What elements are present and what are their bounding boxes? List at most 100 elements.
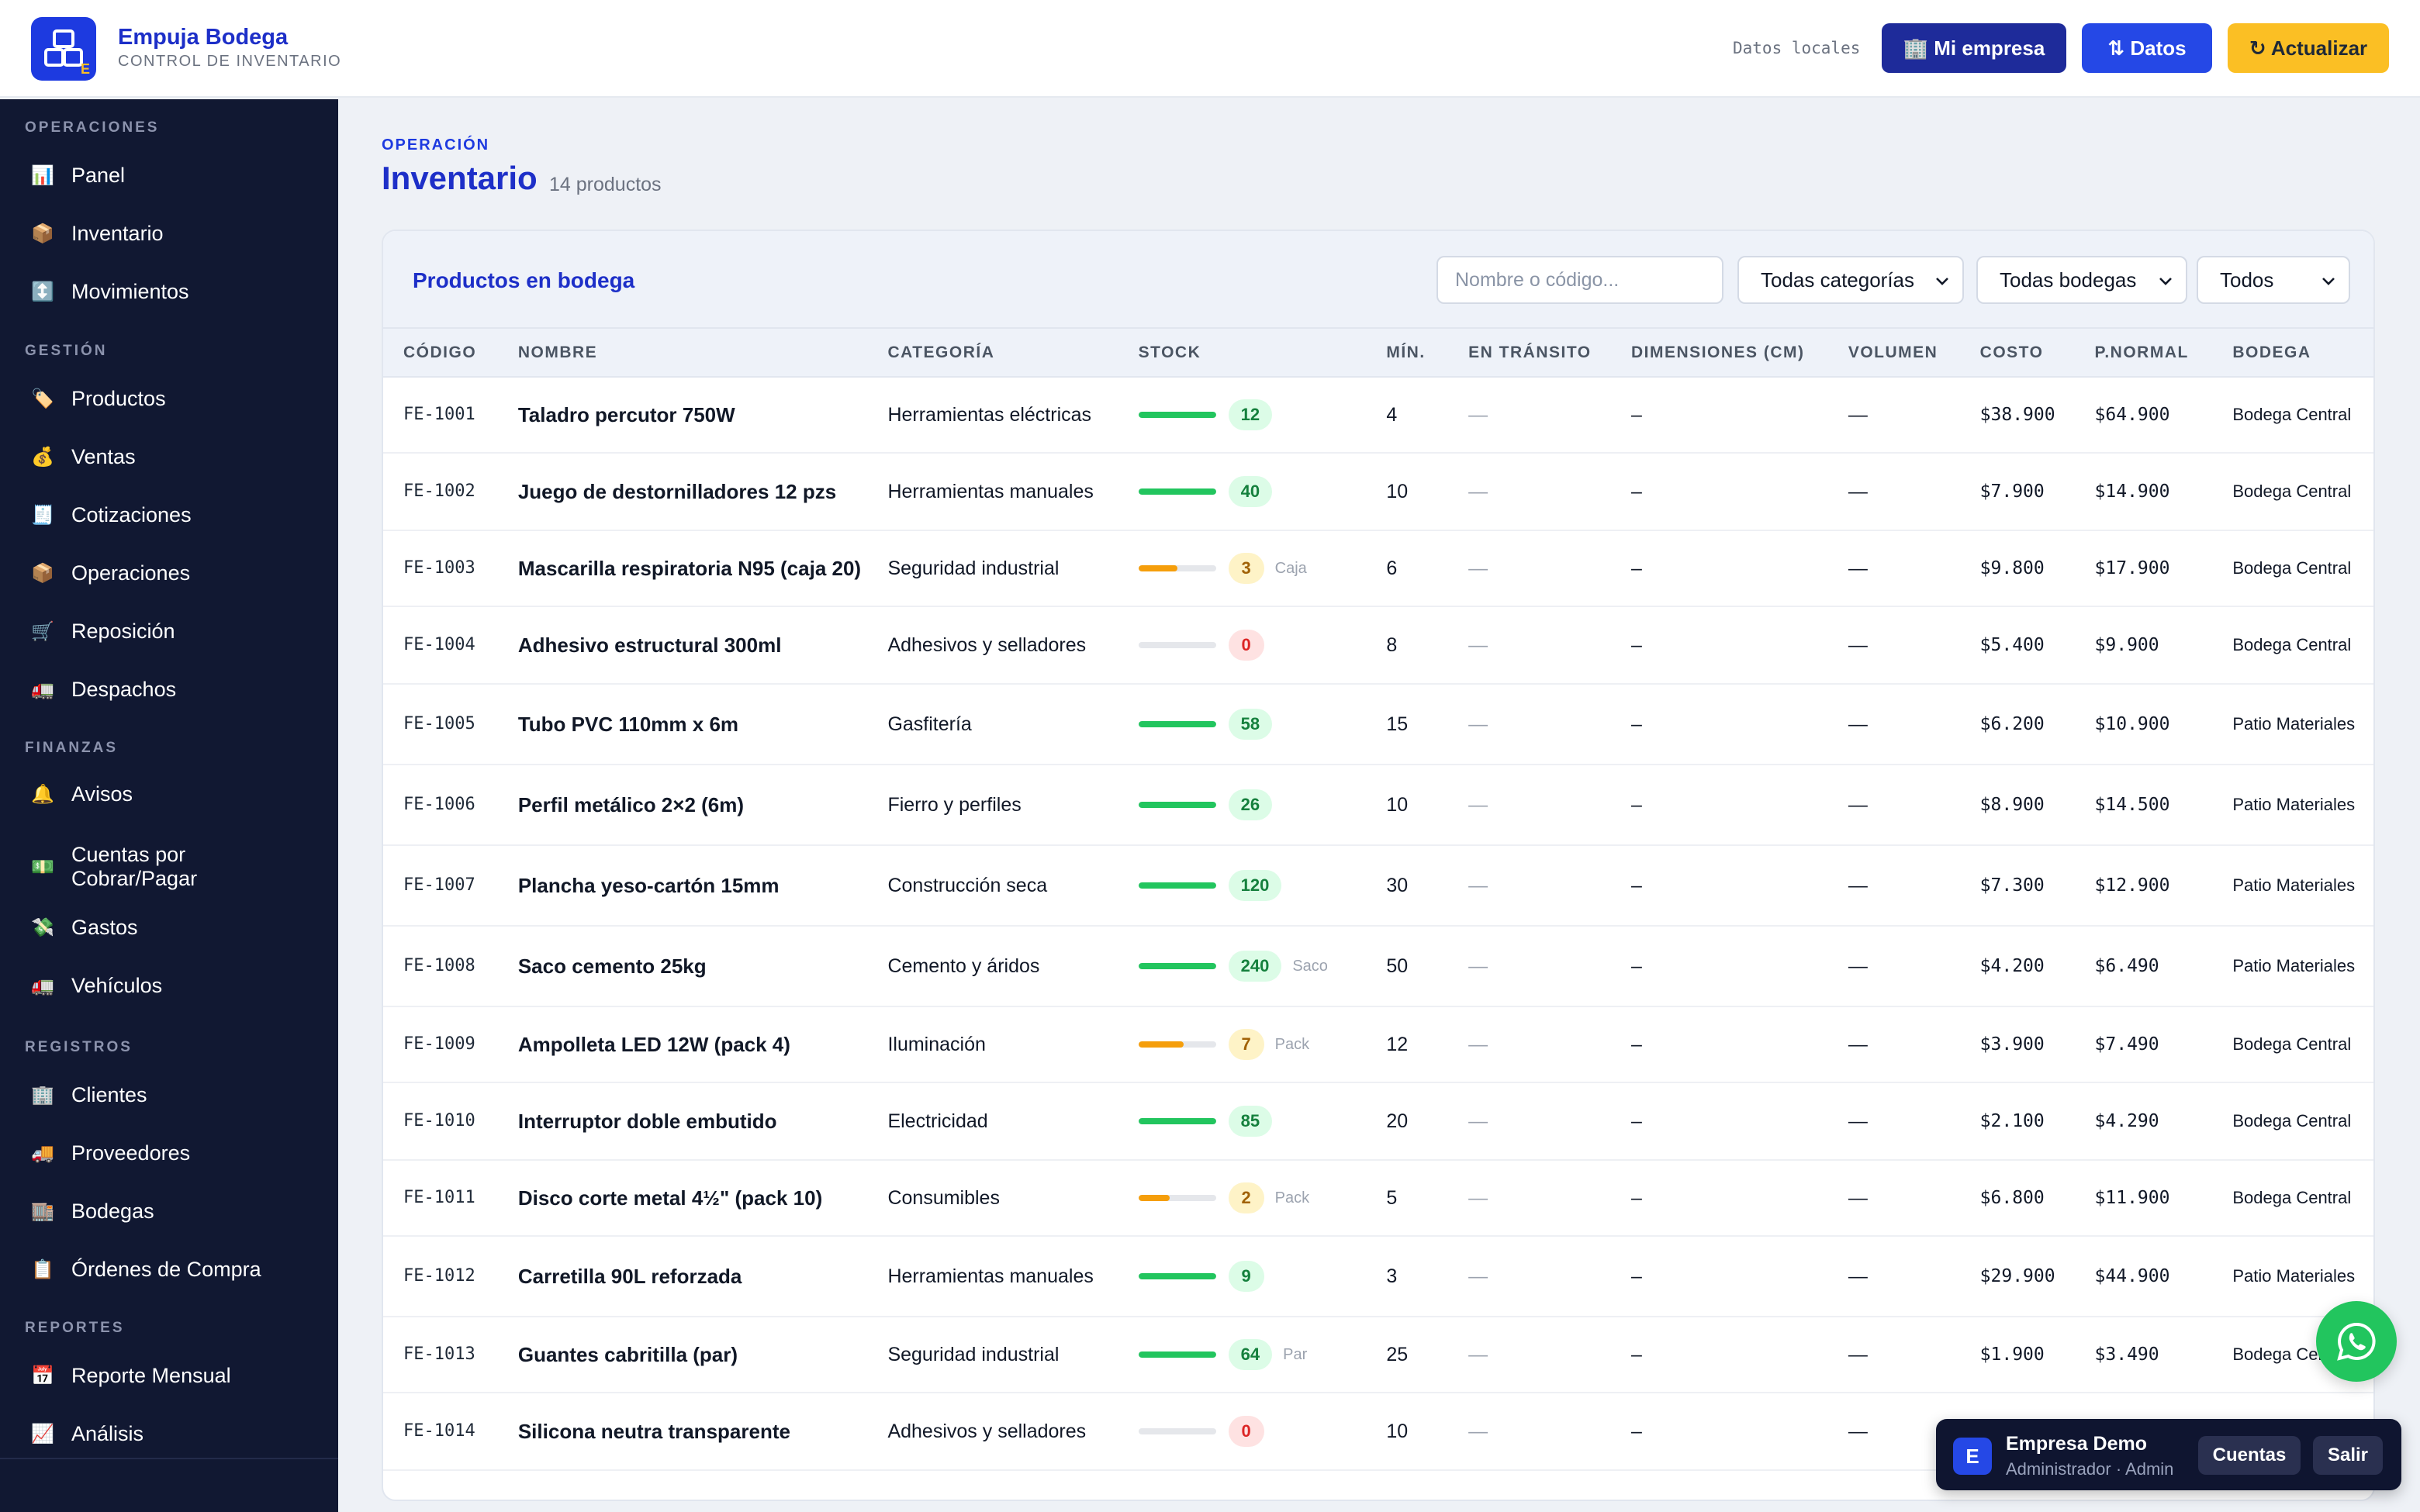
avatar: E	[1953, 1438, 1992, 1475]
in-transit: —	[1448, 1160, 1612, 1237]
sidebar-item-reposicion[interactable]: 🛒 Reposición	[0, 608, 338, 654]
table-row[interactable]: FE-1006 Perfil metálico 2×2 (6m) Fierro y …	[383, 765, 2373, 846]
accounts-button[interactable]: Cuentas	[2198, 1436, 2301, 1475]
table-row[interactable]: FE-1003 Mascarilla respiratoria N95 (caja…	[383, 530, 2373, 607]
column-header-codigo[interactable]: CÓDIGO	[383, 329, 498, 378]
min-stock: 6	[1366, 530, 1449, 607]
sidebar-item-vehiculos[interactable]: 🚛 Vehículos	[0, 962, 338, 1009]
dimensions: –	[1611, 1006, 1828, 1083]
cost: $5.400	[1959, 606, 2075, 685]
normal-price: $11.900	[2074, 1160, 2213, 1237]
sidebar-item-clientes[interactable]: 🏢 Clientes	[0, 1072, 338, 1118]
column-header-bodega[interactable]: BODEGA	[2212, 329, 2373, 378]
product-code: FE-1007	[383, 845, 498, 927]
table-row[interactable]: FE-1001 Taladro percutor 750W Herramientas…	[383, 377, 2373, 454]
category-filter-value: Todas categorías	[1761, 268, 1915, 292]
volume: —	[1827, 1160, 1960, 1237]
bodega-filter[interactable]: Todas bodegas	[1976, 256, 2187, 304]
search-input[interactable]	[1436, 256, 1723, 304]
table-row[interactable]: FE-1004 Adhesivo estructural 300ml Adhesiv…	[383, 606, 2373, 685]
table-row[interactable]: FE-1009 Ampolleta LED 12W (pack 4) Ilumina…	[383, 1006, 2373, 1083]
dimensions: –	[1611, 684, 1828, 765]
bodega-name: Bodega Central	[2212, 1006, 2373, 1083]
in-transit: —	[1448, 1317, 1612, 1393]
column-header-volumen[interactable]: VOLUMEN	[1827, 329, 1960, 378]
sidebar-item-analisis[interactable]: 📈 Análisis	[0, 1410, 338, 1457]
sidebar-item-avisos[interactable]: 🔔 Avisos	[0, 771, 338, 817]
volume: —	[1827, 684, 1960, 765]
table-row[interactable]: FE-1013 Guantes cabritilla (par) Seguridad…	[383, 1317, 2373, 1393]
table-row[interactable]: FE-1005 Tubo PVC 110mm x 6m Gasfitería 58 15…	[383, 684, 2373, 765]
sidebar-item-operaciones[interactable]: 📦 Operaciones	[0, 550, 338, 596]
sidebar-item-productos[interactable]: 🏷️ Productos	[0, 375, 338, 422]
product-category: Herramientas manuales	[867, 1236, 1118, 1317]
min-stock: 50	[1366, 926, 1449, 1007]
in-transit: —	[1448, 453, 1612, 531]
volume: —	[1827, 606, 1960, 685]
dimensions: –	[1611, 606, 1828, 685]
account-name: Empresa Demo	[2006, 1433, 2148, 1455]
sidebar-item-despachos[interactable]: 🚛 Despachos	[0, 666, 338, 713]
min-stock: 20	[1366, 1082, 1449, 1161]
data-button[interactable]: ⇅ Datos	[2082, 23, 2212, 73]
min-stock: 25	[1366, 1317, 1449, 1393]
column-header-stock[interactable]: STOCK	[1118, 329, 1367, 378]
sidebar-item-label: Productos	[71, 386, 166, 410]
sidebar-item-label: Movimientos	[71, 279, 189, 303]
table-row[interactable]: FE-1008 Saco cemento 25kg Cemento y áridos…	[383, 926, 2373, 1007]
stock-bar-fill	[1138, 1273, 1216, 1279]
despachos-icon: 🚛	[31, 678, 54, 700]
status-filter[interactable]: Todos	[2197, 256, 2350, 304]
stock-bar	[1138, 963, 1216, 969]
sidebar-item-reporte-mensual[interactable]: 📅 Reporte Mensual	[0, 1352, 338, 1399]
cost: $9.800	[1959, 530, 2075, 607]
column-header-dimensiones-cm[interactable]: DIMENSIONES (CM)	[1611, 329, 1828, 378]
table-row[interactable]: FE-1010 Interruptor doble embutido Electri…	[383, 1082, 2373, 1161]
my-company-button[interactable]: 🏢 Mi empresa	[1882, 23, 2066, 73]
column-header-costo[interactable]: COSTO	[1959, 329, 2075, 378]
column-header-en-transito[interactable]: EN TRÁNSITO	[1448, 329, 1612, 378]
table-row[interactable]: FE-1002 Juego de destornilladores 12 pzs H…	[383, 453, 2373, 531]
dimensions: –	[1611, 1160, 1828, 1237]
stock-cell: 9	[1118, 1236, 1367, 1317]
column-header-min[interactable]: MÍN.	[1366, 329, 1449, 378]
product-category: Seguridad industrial	[867, 1317, 1118, 1393]
volume: —	[1827, 765, 1960, 846]
refresh-button[interactable]: ↻ Actualizar	[2228, 23, 2389, 73]
sidebar-item-inventario[interactable]: 📦 Inventario	[0, 210, 338, 257]
sidebar-item-cuentas-por-cobrar-pagar[interactable]: 💵 Cuentas por Cobrar/Pagar	[0, 834, 338, 899]
app-subtitle: CONTROL DE INVENTARIO	[118, 53, 342, 70]
sidebar-item-movimientos[interactable]: ↕️ Movimientos	[0, 268, 338, 315]
category-filter[interactable]: Todas categorías	[1737, 256, 1964, 304]
sidebar-item-cotizaciones[interactable]: 🧾 Cotizaciones	[0, 492, 338, 538]
table-row[interactable]: FE-1011 Disco corte metal 4½" (pack 10) Co…	[383, 1160, 2373, 1237]
stock-badge: 120	[1228, 870, 1282, 901]
bodega-name: Patio Materiales	[2212, 684, 2373, 765]
stock-cell: 3 Caja	[1118, 530, 1367, 607]
product-name: Plancha yeso-cartón 15mm	[497, 845, 868, 927]
card-header: Productos en bodega Todas categorías Tod…	[383, 231, 2373, 329]
stock-cell: 12	[1118, 377, 1367, 454]
sidebar-item-bodegas[interactable]: 🏬 Bodegas	[0, 1188, 338, 1234]
volume: —	[1827, 453, 1960, 531]
sidebar-item-panel[interactable]: 📊 Panel	[0, 152, 338, 198]
sidebar: OPERACIONES 📊 Panel 📦 Inventario ↕️ Movimiento…	[0, 99, 338, 1512]
table-row[interactable]: FE-1007 Plancha yeso-cartón 15mm Construcc…	[383, 845, 2373, 927]
column-header-nombre[interactable]: NOMBRE	[497, 329, 868, 378]
whatsapp-button[interactable]	[2316, 1301, 2397, 1382]
sidebar-item-ordenes-de-compra[interactable]: 📋 Órdenes de Compra	[0, 1246, 338, 1293]
stock-indicator: 0	[1138, 1416, 1367, 1447]
sidebar-item-proveedores[interactable]: 🚚 Proveedores	[0, 1130, 338, 1176]
app-logo[interactable]: E	[31, 17, 96, 81]
stock-indicator: 9	[1138, 1261, 1367, 1292]
sidebar-item-ventas[interactable]: 💰 Ventas	[0, 433, 338, 480]
dimensions: –	[1611, 530, 1828, 607]
column-header-p-normal[interactable]: P.NORMAL	[2074, 329, 2213, 378]
stock-unit: Par	[1283, 1345, 1308, 1363]
table-row[interactable]: FE-1012 Carretilla 90L reforzada Herramien…	[383, 1236, 2373, 1317]
logout-button[interactable]: Salir	[2313, 1436, 2383, 1475]
product-category: Construcción seca	[867, 845, 1118, 927]
column-header-categoria[interactable]: CATEGORÍA	[867, 329, 1118, 378]
stock-bar-fill	[1138, 565, 1177, 571]
sidebar-item-gastos[interactable]: 💸 Gastos	[0, 904, 338, 951]
